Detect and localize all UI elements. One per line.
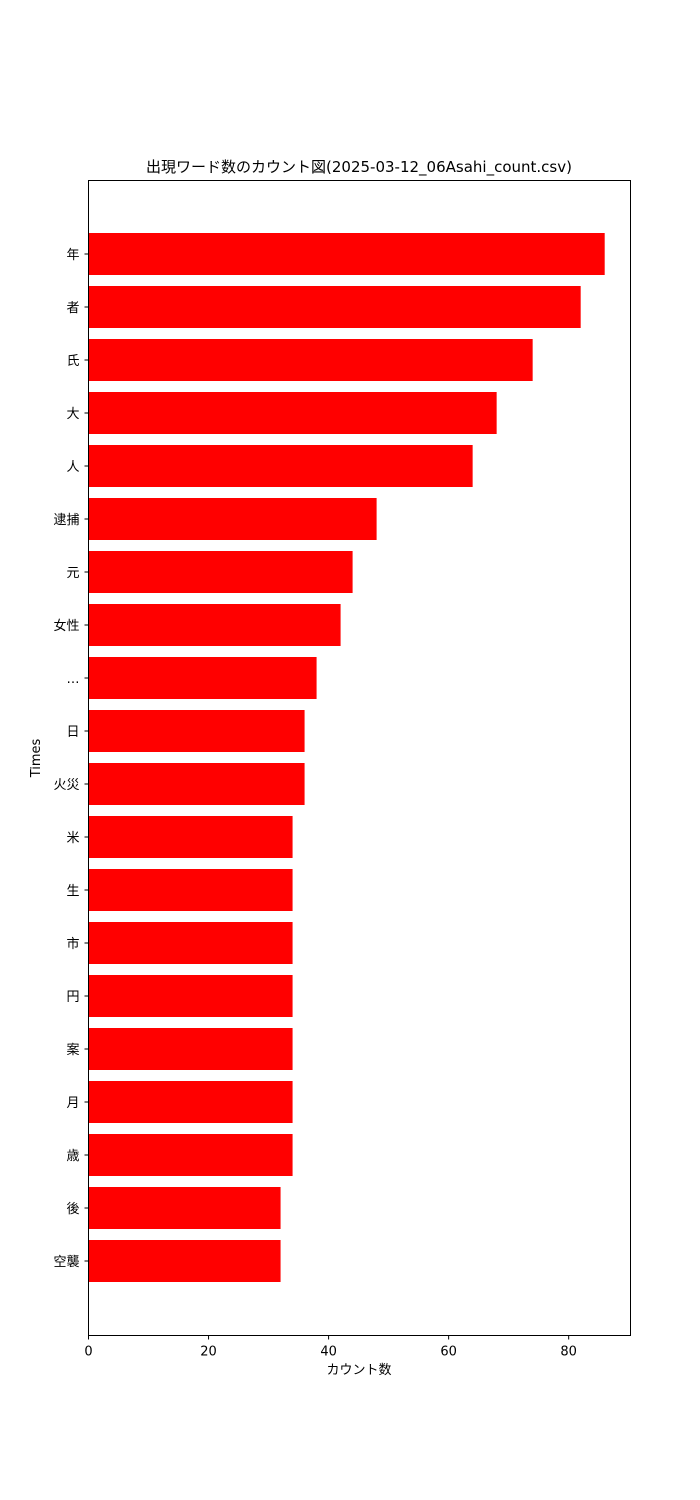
bar [88,922,293,964]
x-tick-label: 40 [320,1345,337,1360]
x-tick-label: 80 [560,1345,577,1360]
y-tick-label: 女性 [53,618,79,634]
y-tick-label: 生 [66,884,79,899]
bar [88,763,305,805]
y-axis-title: Times [29,738,44,778]
bar [88,339,533,381]
bar [88,869,293,911]
y-tick-label: 逮捕 [53,512,79,528]
bar [88,1134,293,1176]
y-tick-label: 日 [66,725,79,740]
y-tick-label: 円 [66,990,79,1005]
bar [88,1187,281,1229]
x-tick-label: 60 [440,1345,457,1360]
y-tick-label: 歳 [66,1149,79,1164]
bar [88,1081,293,1123]
y-tick-label: 月 [66,1096,79,1111]
bar [88,551,353,593]
bar [88,604,341,646]
y-tick-label: 市 [66,936,79,952]
y-tick-label: 年 [66,248,79,263]
x-tick-label: 0 [84,1345,92,1360]
bar [88,445,473,487]
bar [88,1028,293,1070]
bar [88,1240,281,1282]
chart-title: 出現ワード数のカウント図(2025-03-12_06Asahi_count.cs… [146,158,572,177]
x-axis-title: カウント数 [326,1363,391,1378]
y-tick-label: 大 [66,407,79,422]
bar [88,975,293,1017]
bar [88,710,305,752]
y-tick-label: 後 [66,1202,79,1217]
y-tick-label: … [67,672,80,687]
y-tick-label: 空襲 [53,1254,79,1270]
bar [88,286,581,328]
bar [88,816,293,858]
y-tick-label: 者 [66,301,79,316]
bar [88,657,317,699]
bar [88,392,497,434]
bar [88,498,377,540]
x-tick-label: 20 [200,1345,217,1360]
x-axis-ticks: 0 20 40 60 80 [84,1335,577,1360]
plot-frame [88,180,631,1336]
y-tick-label: 人 [66,460,79,475]
bar [88,233,605,275]
y-tick-label: 元 [66,566,79,581]
y-tick-label: 火災 [53,778,79,793]
y-tick-label: 米 [66,831,79,846]
y-tick-label: 氏 [66,354,79,369]
y-tick-label: 案 [66,1043,79,1058]
bars-layer [88,233,605,1282]
